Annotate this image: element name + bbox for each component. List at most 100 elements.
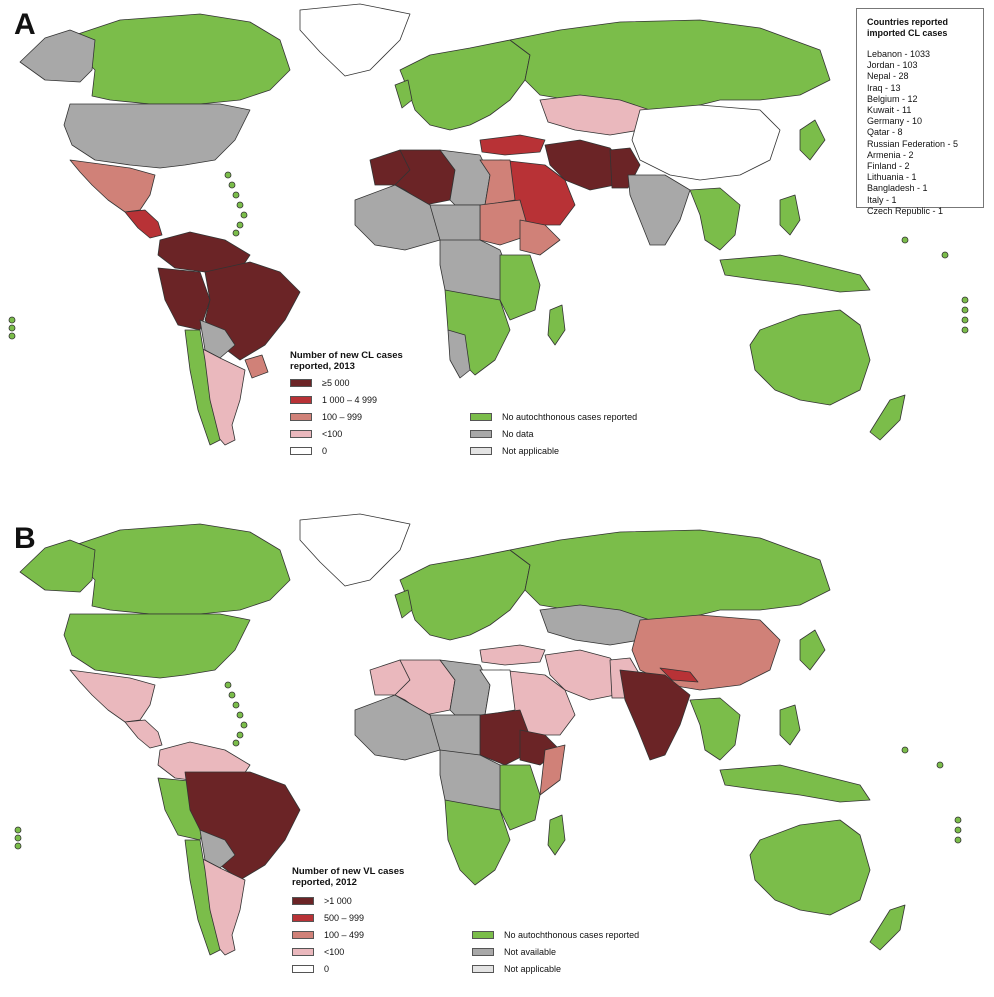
legend-swatch <box>470 413 492 421</box>
legend-swatch <box>292 965 314 973</box>
imported-case-item: Armenia - 2 <box>867 149 914 160</box>
legend-item: 0 <box>290 446 327 456</box>
region-uk <box>394 79 413 109</box>
region-chile <box>184 839 221 956</box>
region-canada <box>59 13 291 105</box>
region-central-america <box>124 719 163 749</box>
legend-item: Not applicable <box>472 964 561 974</box>
region-greenland <box>299 3 411 77</box>
imported-case-item: Germany - 10 <box>867 116 923 127</box>
legend-cl: Number of new CL cases reported, 2013 ≥5… <box>290 350 710 470</box>
region-greenland <box>299 513 411 587</box>
legend-item: Not available <box>472 947 556 957</box>
region-new-zealand <box>869 394 906 441</box>
imported-case-item: Kuwait - 11 <box>867 105 912 116</box>
legend-item: No autochthonous cases reported <box>470 412 637 422</box>
region-turkey <box>479 644 546 666</box>
region-mexico <box>69 159 156 213</box>
region-madagascar <box>547 304 566 346</box>
region-nepal-bangladesh <box>659 667 699 683</box>
legend-title: Number of new CL cases reported, 2013 <box>290 350 403 372</box>
legend-swatch <box>472 931 494 939</box>
imported-case-item: Finland - 2 <box>867 161 910 172</box>
imported-case-item: Lithuania - 1 <box>867 172 917 183</box>
legend-swatch <box>472 965 494 973</box>
legend-vl: Number of new VL cases reported, 2012 >1… <box>292 866 712 991</box>
region-canada <box>59 523 291 615</box>
legend-item: <100 <box>292 947 344 957</box>
region-turkey <box>479 134 546 156</box>
imported-cases-box: Countries reported imported CL cases Leb… <box>856 8 984 216</box>
region-indonesia <box>719 764 871 803</box>
region-alaska <box>19 29 96 83</box>
imported-case-item: Lebanon - 1033 <box>867 49 931 59</box>
legend-swatch <box>470 430 492 438</box>
imported-case-item: Belgium - 12 <box>867 93 918 104</box>
world-map-vl <box>14 513 962 956</box>
region-new-zealand <box>869 904 906 951</box>
region-indonesia <box>719 254 871 293</box>
region-namibia <box>447 329 471 379</box>
region-se-asia <box>689 187 741 251</box>
legend-title: Number of new VL cases reported, 2012 <box>292 866 405 888</box>
legend-swatch <box>292 931 314 939</box>
imported-case-item: Czech Republic - 1 <box>867 205 944 216</box>
region-se-asia <box>689 697 741 761</box>
imported-case-item: Italy - 1 <box>867 194 897 205</box>
legend-swatch <box>290 396 312 404</box>
imported-cases-list: Lebanon - 1033 Jordan - 103 Nepal - 28 I… <box>867 49 973 217</box>
legend-item: No data <box>470 429 534 439</box>
imported-case-item: Bangladesh - 1 <box>867 183 928 194</box>
region-usa <box>63 103 251 169</box>
region-somalia <box>539 744 566 796</box>
region-russia <box>509 529 831 621</box>
region-chile <box>184 329 221 446</box>
region-east-africa <box>499 764 541 831</box>
region-europe <box>399 549 531 641</box>
legend-swatch <box>292 948 314 956</box>
legend-item: <100 <box>290 429 342 439</box>
legend-item: ≥5 000 <box>290 378 349 388</box>
imported-case-item: Jordan - 103 <box>867 60 918 71</box>
region-uruguay <box>244 354 269 379</box>
region-east-africa <box>499 254 541 321</box>
legend-item: No autochthonous cases reported <box>472 930 639 940</box>
legend-item: 0 <box>292 964 329 974</box>
region-japan <box>799 119 826 161</box>
region-madagascar <box>547 814 566 856</box>
legend-item: 100 – 499 <box>292 930 364 940</box>
panel-label-a: A <box>14 8 36 41</box>
legend-item: 100 – 999 <box>290 412 362 422</box>
imported-case-item: Nepal - 28 <box>867 71 909 82</box>
region-china <box>631 104 781 181</box>
region-alaska <box>19 539 96 593</box>
region-russia <box>509 19 831 111</box>
imported-case-item: Qatar - 8 <box>867 127 903 138</box>
legend-swatch <box>470 447 492 455</box>
region-paraguay-argentina <box>199 829 236 869</box>
region-uk <box>394 589 413 619</box>
region-paraguay-argentina <box>199 319 236 359</box>
panel-label-b: B <box>14 522 36 555</box>
region-usa <box>63 613 251 679</box>
region-japan <box>799 629 826 671</box>
region-australia <box>749 819 871 916</box>
region-philippines <box>779 194 801 236</box>
imported-case-item: Iraq - 13 <box>867 82 901 93</box>
legend-item: 1 000 – 4 999 <box>290 395 377 405</box>
legend-swatch <box>292 914 314 922</box>
region-india <box>627 174 691 246</box>
map-panel-a: A Countries reported imported CL cases L… <box>0 0 994 495</box>
region-southern-africa <box>444 799 511 886</box>
map-panel-b: B Number of new VL cases reported, 2012 … <box>0 510 994 997</box>
legend-swatch <box>472 948 494 956</box>
region-europe <box>399 39 531 131</box>
legend-swatch <box>290 379 312 387</box>
legend-swatch <box>290 430 312 438</box>
world-map-cl <box>8 3 969 446</box>
region-mexico <box>69 669 156 723</box>
region-central-america <box>124 209 163 239</box>
imported-cases-title: Countries reported imported CL cases <box>867 17 949 38</box>
legend-swatch <box>290 413 312 421</box>
legend-item: Not applicable <box>470 446 559 456</box>
